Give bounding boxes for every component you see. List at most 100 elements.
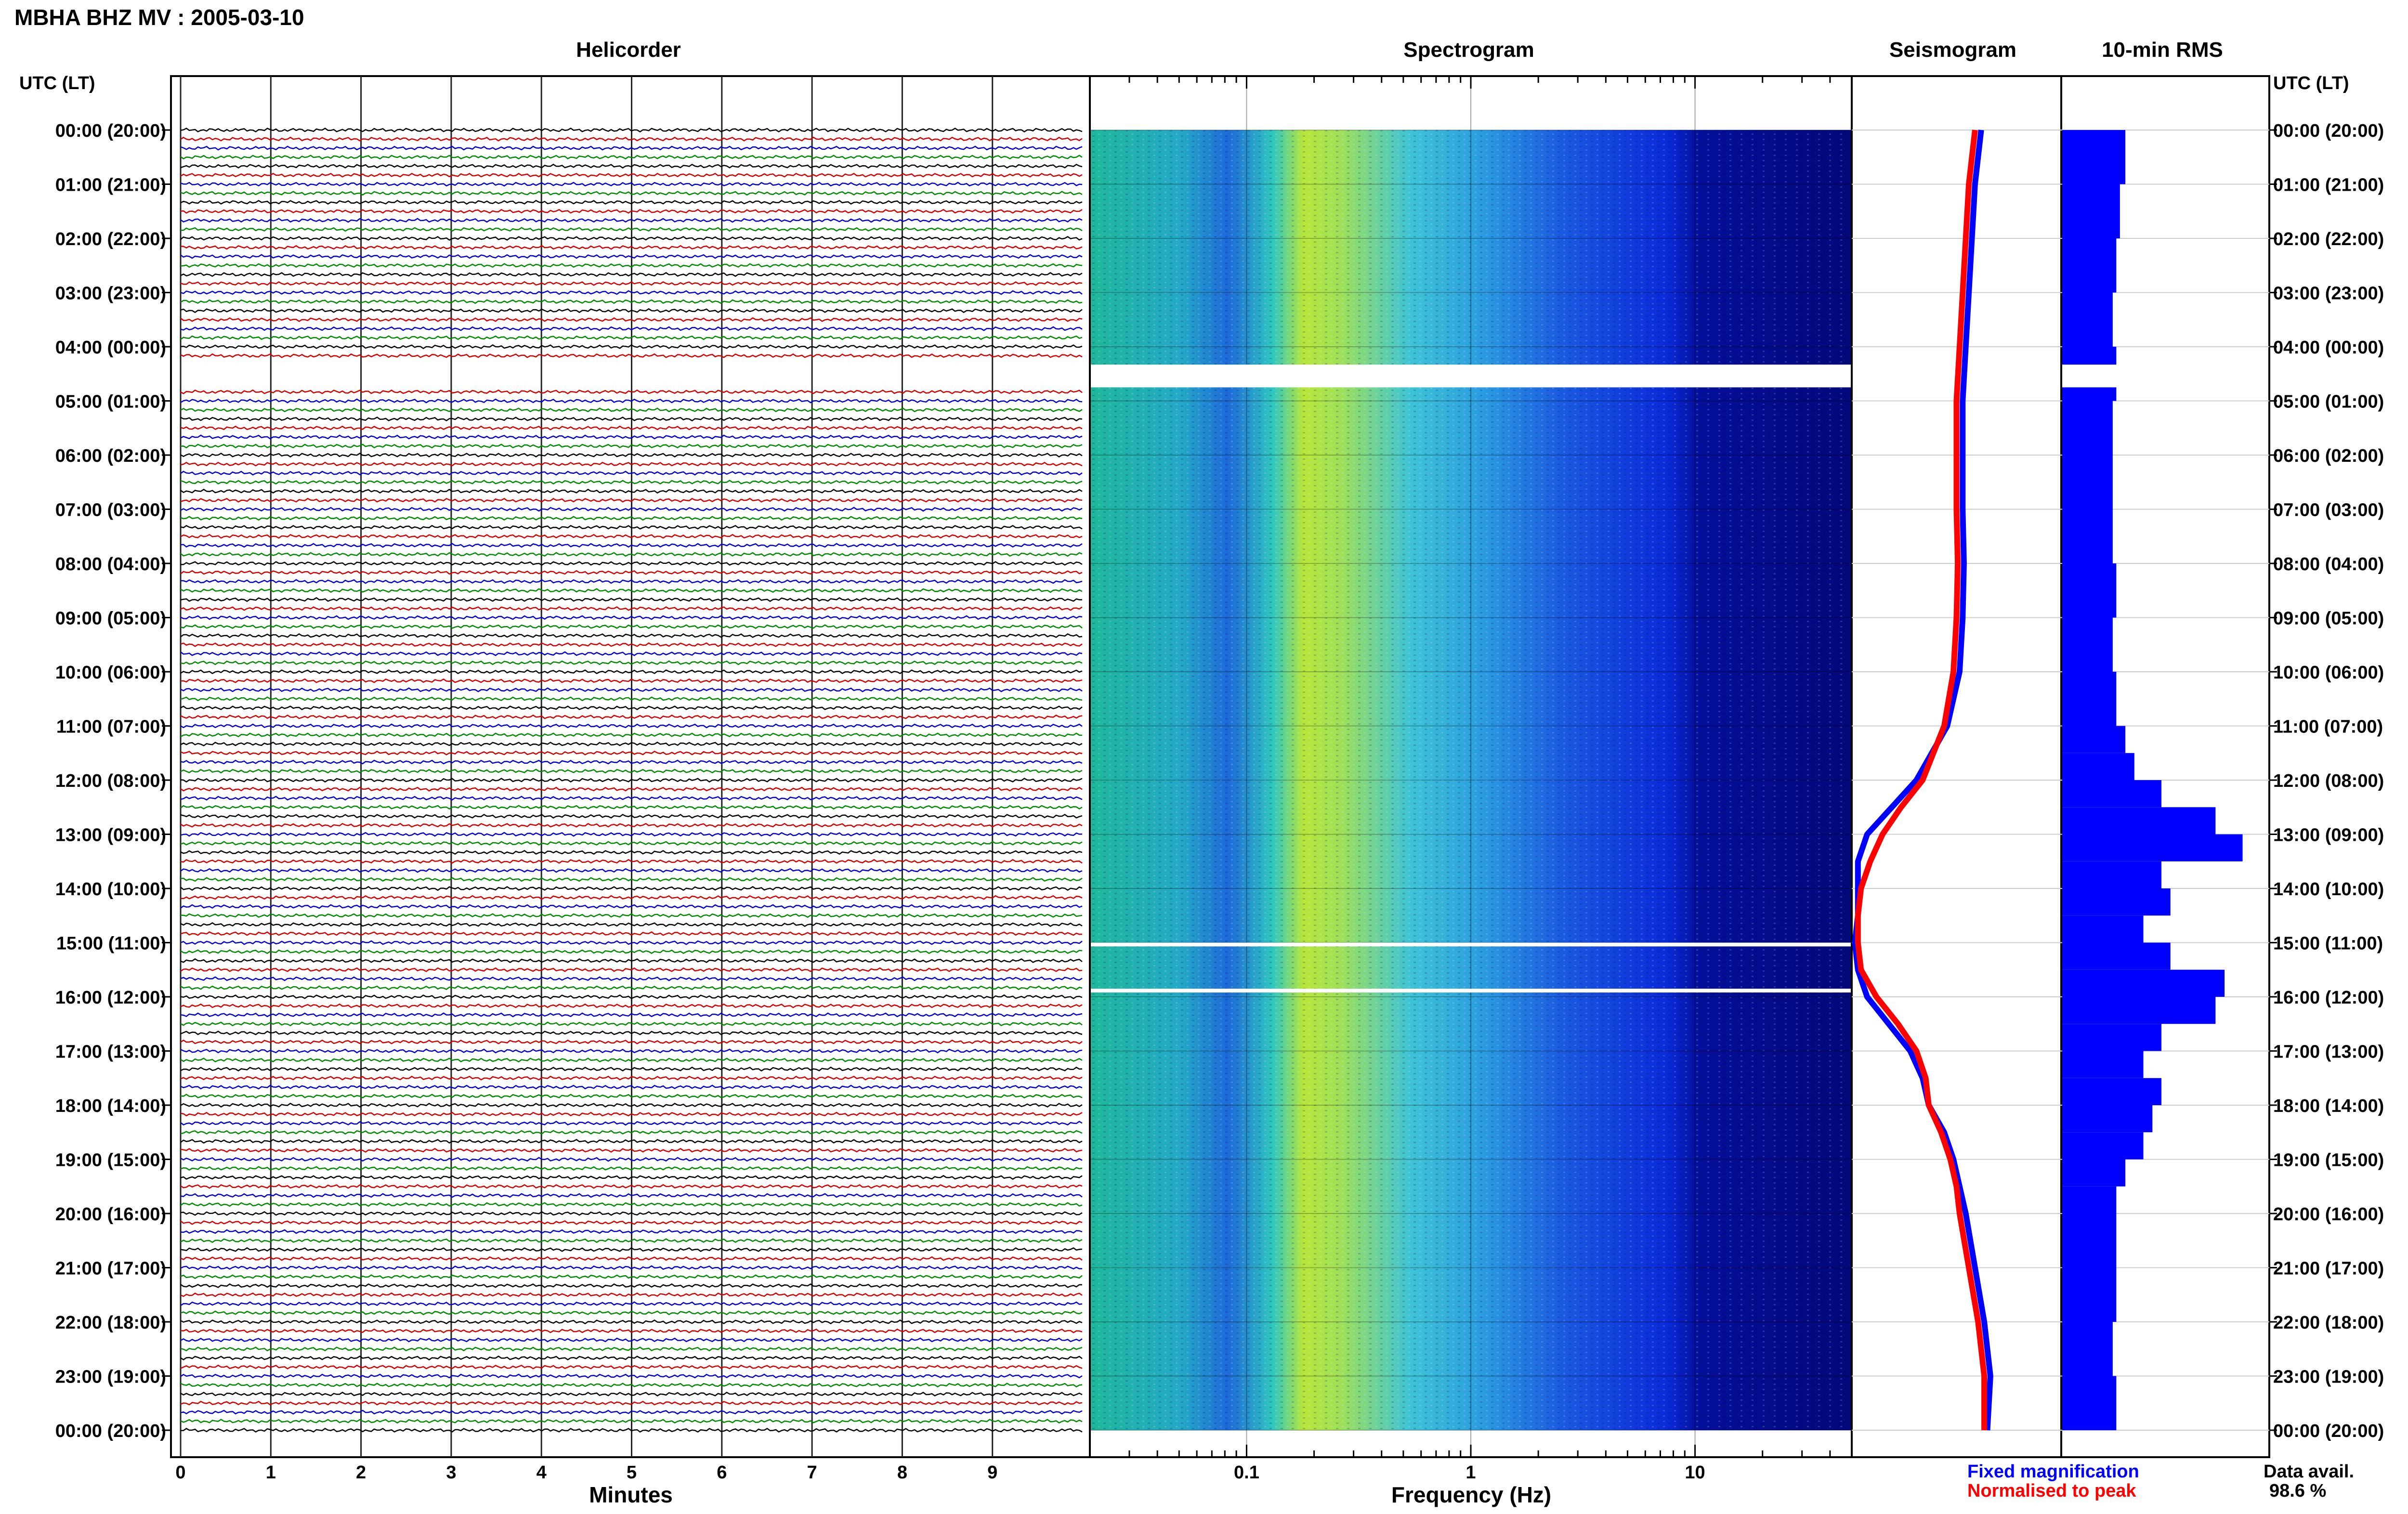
helicorder-trace — [180, 1202, 1083, 1207]
helicorder-trace — [180, 552, 1083, 557]
helicorder-x-title: Minutes — [589, 1482, 673, 1507]
time-label-left: 04:00 (00:00) — [55, 338, 166, 358]
time-label-right: 00:00 (20:00) — [2273, 1421, 2384, 1441]
time-label-right: 06:00 (02:00) — [2273, 446, 2384, 466]
helicorder-trace — [180, 245, 1083, 250]
helicorder-x-tick-label: 4 — [537, 1462, 547, 1483]
helicorder-trace — [180, 1012, 1083, 1018]
helicorder-trace — [180, 488, 1083, 494]
spectrogram-x-tick-label: 10 — [1685, 1462, 1705, 1483]
helicorder-trace — [180, 985, 1083, 991]
time-label-left: 09:00 (05:00) — [55, 609, 166, 629]
time-label-left: 01:00 (21:00) — [55, 175, 166, 196]
helicorder-trace — [180, 651, 1083, 656]
helicorder-trace — [180, 1066, 1083, 1072]
helicorder-x-tick-label: 9 — [987, 1462, 997, 1483]
seismogram-plot — [1852, 130, 1993, 1431]
helicorder-trace — [180, 1428, 1083, 1433]
helicorder-trace — [180, 1048, 1083, 1054]
helicorder-trace — [180, 1301, 1083, 1306]
time-label-left: 15:00 (11:00) — [56, 934, 166, 954]
helicorder-trace — [180, 1021, 1083, 1027]
time-label-left: 12:00 (08:00) — [55, 771, 166, 791]
helicorder-trace — [180, 904, 1083, 909]
time-label-left: 00:00 (20:00) — [55, 121, 166, 141]
helicorder-trace — [180, 723, 1083, 729]
helicorder-trace — [180, 470, 1083, 476]
rms-bar — [2062, 1159, 2126, 1187]
helicorder-trace — [180, 1274, 1083, 1279]
time-label-left: 10:00 (06:00) — [55, 663, 166, 683]
helicorder-trace — [180, 1094, 1083, 1099]
helicorder-trace — [180, 272, 1083, 277]
helicorder-trace — [180, 263, 1083, 268]
helicorder-trace — [180, 461, 1083, 467]
helicorder-trace — [180, 480, 1083, 485]
time-label-right: 02:00 (22:00) — [2273, 229, 2384, 249]
helicorder-trace — [180, 859, 1083, 864]
rms-bar — [2062, 1132, 2144, 1160]
helicorder-x-tick-label: 0 — [175, 1462, 185, 1483]
rms-bar — [2062, 1267, 2117, 1322]
time-label-right: 15:00 (11:00) — [2273, 934, 2383, 954]
rms-bar — [2062, 1105, 2153, 1133]
helicorder-trace — [180, 335, 1083, 340]
spectrogram-title: Spectrogram — [1403, 38, 1534, 62]
helicorder-trace — [180, 732, 1083, 738]
helicorder-trace — [180, 452, 1083, 458]
helicorder-trace — [180, 1229, 1083, 1234]
seismogram-series-line — [1855, 130, 1988, 1430]
helicorder-x-tick-label: 2 — [356, 1462, 366, 1483]
time-label-right: 12:00 (08:00) — [2273, 771, 2384, 791]
helicorder-trace — [180, 254, 1083, 259]
helicorder-trace — [180, 236, 1083, 241]
helicorder-trace — [180, 308, 1083, 313]
helicorder-trace — [180, 326, 1083, 331]
helicorder-trace — [180, 444, 1083, 449]
rms-bar — [2062, 1322, 2113, 1376]
helicorder-trace — [180, 434, 1083, 440]
time-label-left: 08:00 (04:00) — [55, 554, 166, 574]
time-label-left: 17:00 (13:00) — [55, 1042, 166, 1062]
rms-gap — [2062, 365, 2268, 388]
helicorder-trace — [180, 1211, 1083, 1216]
time-label-left: 22:00 (18:00) — [55, 1313, 166, 1333]
rms-frame — [2060, 75, 2270, 1458]
helicorder-trace — [180, 777, 1083, 783]
seismogram-series-line — [1852, 130, 1993, 1431]
rms-bar — [2062, 292, 2113, 347]
helicorder-title: Helicorder — [576, 38, 681, 62]
helicorder-trace — [180, 155, 1083, 160]
helicorder-trace — [180, 1310, 1083, 1316]
time-label-right: 20:00 (16:00) — [2273, 1204, 2384, 1225]
helicorder-trace — [180, 705, 1083, 711]
helicorder-trace — [180, 1111, 1083, 1117]
rms-bar — [2062, 617, 2113, 672]
helicorder-trace — [180, 769, 1083, 774]
helicorder-trace — [180, 660, 1083, 666]
rms-bar — [2062, 563, 2117, 618]
helicorder-trace — [180, 209, 1083, 214]
helicorder-trace — [180, 281, 1083, 286]
helicorder-trace — [180, 1003, 1083, 1008]
helicorder-trace — [180, 913, 1083, 918]
helicorder-trace — [180, 516, 1083, 521]
time-label-right: 23:00 (19:00) — [2273, 1367, 2384, 1387]
rms-bar — [2062, 861, 2161, 888]
time-label-left: 11:00 (07:00) — [56, 717, 166, 737]
helicorder-trace — [180, 1364, 1083, 1370]
helicorder-trace — [180, 1265, 1083, 1270]
helicorder-trace — [180, 1247, 1083, 1253]
helicorder-trace — [180, 1292, 1083, 1297]
helicorder-trace — [180, 678, 1083, 683]
helicorder-trace — [180, 805, 1083, 810]
x-axis-ticks: 0 1 2 3 4 5 6 7 8 9 0.1 1 10 — [175, 76, 1853, 1483]
time-label-left: 20:00 (16:00) — [55, 1204, 166, 1225]
helicorder-trace — [180, 1148, 1083, 1153]
spectrogram-x-tick-label: 0.1 — [1234, 1462, 1259, 1483]
helicorder-trace — [180, 163, 1083, 169]
helicorder-trace — [180, 1238, 1083, 1243]
rms-bar — [2062, 1024, 2161, 1051]
rms-bar — [2062, 969, 2225, 997]
helicorder-trace — [180, 1391, 1083, 1397]
